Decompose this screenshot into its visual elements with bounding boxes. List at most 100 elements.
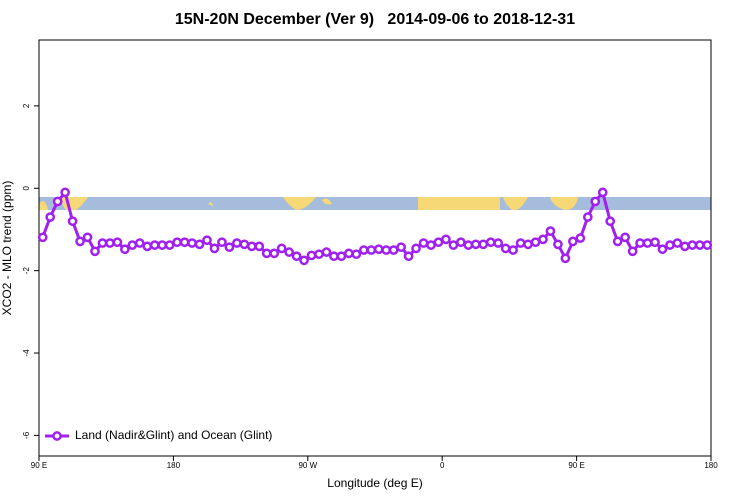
data-point (627, 246, 638, 257)
data-point (553, 239, 563, 250)
data-point (672, 238, 683, 248)
data-point (620, 232, 630, 243)
data-point (478, 239, 489, 250)
data-point (470, 239, 481, 250)
data-point (403, 251, 414, 262)
data-point (142, 241, 153, 252)
data-point (321, 247, 332, 257)
x-tick-label: 0 (440, 461, 445, 470)
data-point (82, 232, 93, 243)
data-point (291, 251, 302, 262)
data-point (254, 241, 265, 252)
data-point (687, 240, 698, 250)
data-point (508, 245, 518, 255)
y-tick-label: -4 (22, 349, 31, 357)
data-point (530, 237, 541, 248)
data-point (261, 248, 272, 259)
y-tick-label: 2 (22, 103, 31, 108)
data-point (388, 245, 399, 255)
data-point (463, 240, 474, 250)
data-point (157, 240, 168, 250)
data-point (90, 246, 100, 257)
data-point (120, 244, 130, 255)
data-point (612, 236, 623, 247)
x-tick-label: 180 (167, 461, 181, 470)
data-point (381, 245, 392, 255)
data-point (299, 255, 309, 266)
y-tick-label: 0 (22, 186, 31, 191)
y-tick-label: -6 (22, 431, 31, 439)
data-point (635, 238, 645, 248)
data-point (60, 187, 70, 198)
legend-marker (52, 431, 62, 441)
data-point (202, 235, 212, 246)
data-point (665, 240, 675, 250)
data-point (127, 240, 138, 250)
data-point (515, 238, 526, 248)
x-tick-label: 90 E (568, 461, 584, 470)
data-point (246, 241, 257, 252)
data-point (396, 242, 406, 253)
data-point (493, 238, 504, 248)
data-point (456, 237, 466, 248)
data-point (597, 187, 608, 198)
map-strip (39, 197, 711, 211)
data-point (485, 237, 496, 248)
data-point (52, 196, 63, 207)
data-point (538, 234, 548, 245)
y-axis-label: XCO2 - MLO trend (ppm) (0, 181, 14, 316)
data-point (179, 237, 190, 248)
x-axis-label: Longitude (deg E) (327, 476, 422, 490)
data-point (694, 240, 705, 250)
data-point (172, 237, 182, 248)
data-point (575, 233, 586, 243)
data-point (433, 237, 444, 248)
data-point (702, 240, 713, 250)
data-point (194, 239, 205, 250)
data-point (134, 238, 145, 248)
data-point (500, 243, 511, 254)
data-point (217, 237, 227, 248)
data-point (366, 245, 377, 255)
data-point (224, 242, 235, 253)
data-point (276, 243, 287, 254)
data-point (545, 226, 556, 236)
data-point (568, 236, 578, 247)
data-point (642, 238, 653, 248)
data-point (373, 244, 384, 255)
chart-title: 15N-20N December (Ver 9) 2014-09-06 to 2… (175, 11, 575, 28)
data-point (329, 251, 339, 262)
data-point (239, 239, 250, 250)
y-tick-label: -2 (22, 267, 31, 275)
data-point (418, 238, 429, 248)
data-point (209, 243, 220, 254)
data-point (97, 238, 108, 248)
data-point (426, 240, 436, 250)
data-point (448, 240, 459, 250)
data-point (657, 244, 668, 255)
data-point (523, 239, 533, 250)
data-point (37, 232, 48, 243)
x-tick-label: 180 (704, 461, 718, 470)
data-point (441, 234, 451, 245)
data-point (358, 245, 369, 255)
data-point (284, 247, 294, 257)
data-point (314, 249, 324, 260)
data-point (680, 241, 690, 252)
data-point (344, 248, 354, 259)
data-point (45, 212, 56, 222)
data-point (149, 240, 160, 250)
data-point (351, 249, 362, 260)
data-point (269, 248, 280, 259)
data-point (232, 238, 242, 248)
data-point (411, 243, 421, 254)
data-point (582, 212, 593, 222)
data-point (306, 250, 317, 261)
data-point (560, 253, 571, 264)
data-point (75, 236, 85, 247)
data-point (650, 237, 660, 248)
x-tick-label: 90 W (298, 461, 317, 470)
data-point (112, 237, 123, 248)
data-point (105, 238, 115, 248)
